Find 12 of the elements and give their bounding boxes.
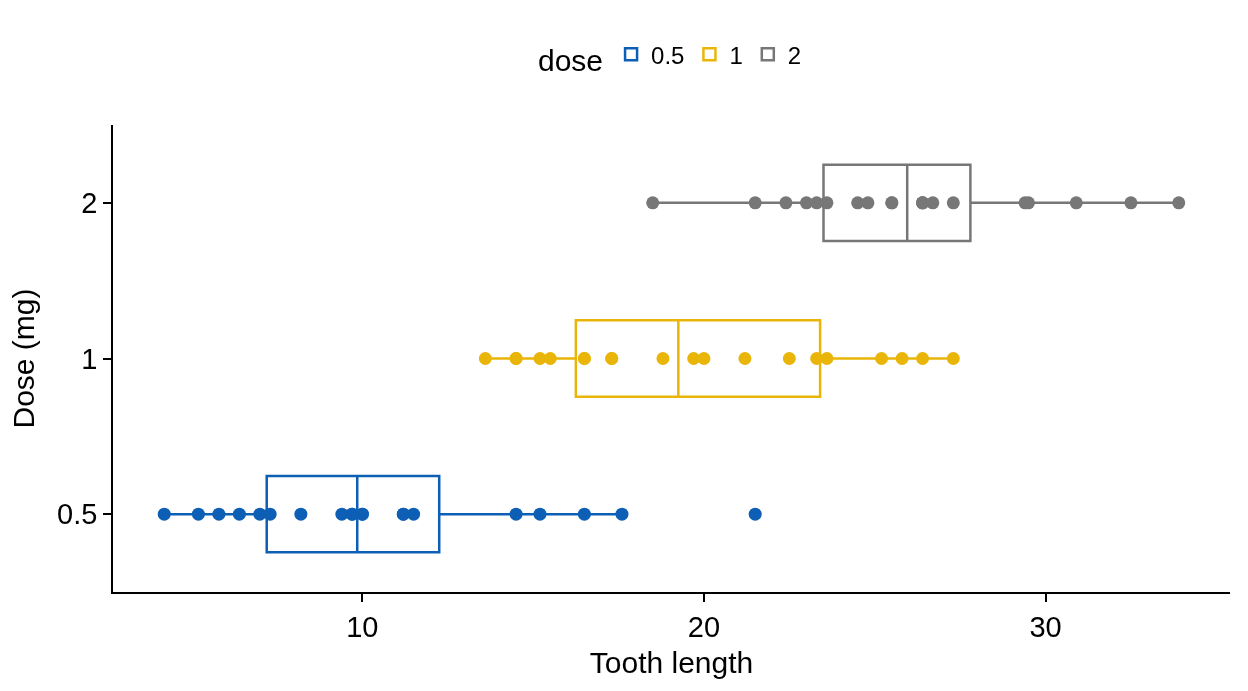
legend-title: dose (538, 44, 604, 78)
y-tick-label: 0.5 (57, 498, 98, 531)
x-tick-label: 30 (1029, 610, 1062, 643)
y-axis-title: Dose (mg) (6, 288, 40, 429)
x-axis-title: Tooth length (589, 645, 754, 679)
y-tick-label: 2 (81, 186, 98, 219)
x-tick-label: 10 (346, 610, 379, 643)
legend-label: 0.5 (651, 41, 685, 69)
x-tick-label: 20 (687, 610, 721, 643)
legend-label: 1 (729, 41, 743, 69)
y-tick-label: 1 (81, 342, 98, 375)
legend-label: 2 (787, 41, 802, 69)
